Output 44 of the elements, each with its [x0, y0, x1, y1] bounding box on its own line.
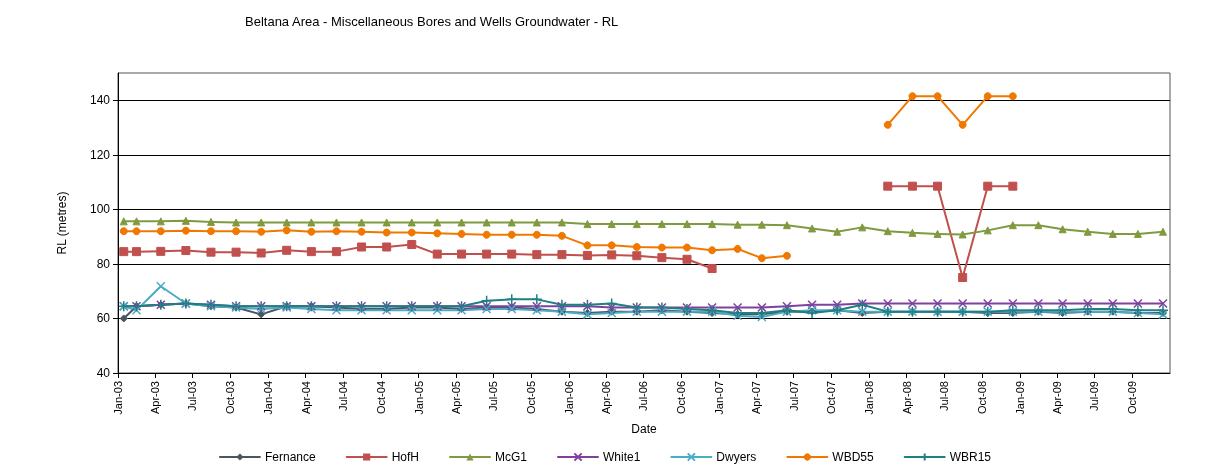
legend-label: Fernance — [264, 450, 316, 464]
legend-label: WBD55 — [832, 450, 875, 464]
x-tick-label: Oct-06 — [675, 381, 688, 415]
x-tick-label: Jan-07 — [713, 381, 726, 415]
x-tick-label: Jan-05 — [412, 381, 425, 415]
x-tick-label: Jan-08 — [863, 381, 876, 415]
x-tick-label: Oct-08 — [975, 381, 988, 415]
x-tick-label: Oct-03 — [224, 381, 237, 415]
x-tick-label: Apr-04 — [299, 381, 312, 415]
x-tick-label: Jul-08 — [938, 381, 951, 411]
y-tick-label: 80 — [96, 256, 111, 271]
x-tick-label: Apr-03 — [149, 381, 162, 415]
legend-label: WBR15 — [949, 450, 992, 464]
x-tick-label: Jul-09 — [1088, 381, 1101, 411]
x-tick-label: Oct-07 — [825, 381, 838, 415]
x-tick-label: Jan-06 — [562, 381, 575, 415]
y-tick-label: 120 — [89, 147, 111, 162]
x-tick-label: Jul-06 — [637, 381, 650, 411]
y-tick-label: 140 — [89, 93, 111, 108]
x-tick-label: Jan-04 — [262, 381, 275, 415]
x-tick-label: Apr-07 — [750, 381, 763, 415]
x-tick-label: Apr-08 — [900, 381, 913, 415]
x-tick-label: Jan-09 — [1013, 381, 1026, 415]
y-tick-label: 60 — [96, 311, 111, 326]
x-tick-label: Oct-04 — [374, 381, 387, 415]
legend-label: McG1 — [495, 450, 528, 464]
x-tick-label: Oct-09 — [1126, 381, 1139, 415]
x-tick-label: Jul-04 — [337, 381, 350, 411]
x-tick-label: Jul-03 — [186, 381, 199, 411]
x-tick-label: Jan-03 — [112, 381, 124, 415]
x-axis-title: Date — [631, 421, 657, 436]
x-tick-label: Apr-06 — [599, 381, 612, 415]
x-tick-label: Apr-05 — [449, 381, 462, 415]
legend-label: White1 — [603, 450, 641, 464]
y-axis-title: RL (metres) — [55, 191, 69, 255]
legend-label: Dwyers — [716, 450, 757, 464]
legend-label: HofH — [391, 450, 419, 464]
chart-title: Beltana Area - Miscellaneous Bores and Wells Groundwater - RL — [245, 14, 619, 29]
x-tick-label: Oct-05 — [525, 381, 538, 415]
x-tick-label: Jul-07 — [787, 381, 800, 411]
y-tick-label: 40 — [96, 366, 111, 380]
x-tick-label: Apr-09 — [1050, 381, 1063, 415]
x-tick-label: Jul-05 — [487, 381, 500, 411]
y-tick-label: 100 — [89, 202, 111, 217]
